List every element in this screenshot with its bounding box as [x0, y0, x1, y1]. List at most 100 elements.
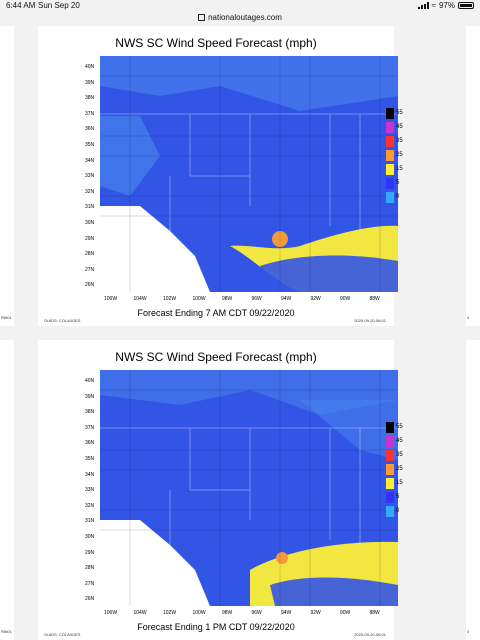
status-time: 6:44 AM [6, 1, 36, 10]
lon-label: 100W [192, 296, 206, 302]
legend-label: 55 [396, 424, 403, 430]
lat-label: 38N [85, 409, 95, 416]
legend-swatch [386, 464, 394, 475]
county-grid [100, 370, 398, 606]
map-caption: Forecast Ending 7 AM CDT 09/22/2020 [137, 308, 295, 318]
light-wind-zone-north [100, 56, 398, 111]
legend-label: 0 [396, 508, 400, 514]
map-caption: Forecast Ending 1 PM CDT 09/22/2020 [137, 622, 295, 632]
lat-label: 33N [85, 173, 95, 180]
legend-label: 45 [396, 124, 403, 130]
legend: 55 45 35 25 15 5 0 [386, 108, 406, 238]
lat-label: 28N [85, 251, 95, 258]
lat-label: 30N [85, 534, 95, 540]
legend-label: 5 [396, 180, 400, 186]
lat-label: 29N [85, 549, 95, 556]
lat-label: 32N [85, 188, 95, 195]
address-bar[interactable]: nationaloutages.com [0, 12, 480, 24]
wind-map-svg [100, 370, 398, 606]
legend-swatch [386, 422, 394, 433]
lon-label: 98W [222, 610, 233, 616]
lon-label: 88W [369, 610, 380, 616]
next-image-strip-2[interactable]: 4 [466, 340, 480, 640]
lon-label: 94W [281, 610, 292, 616]
battery-icon [458, 2, 474, 9]
prev-image-strip-2[interactable]: R6t01 [0, 340, 14, 640]
gulf-blue-zone [270, 577, 398, 606]
forecast-map-1[interactable]: NWS SC Wind Speed Forecast (mph) [38, 26, 403, 326]
lat-label: 30N [85, 220, 95, 226]
map-timestamp: 2020-09-20-06:01 [354, 318, 386, 323]
url-text: nationaloutages.com [208, 13, 282, 22]
storm-orange-zone [276, 552, 288, 564]
mexico-region [100, 520, 210, 606]
legend-swatch [386, 506, 394, 517]
lat-label: 32N [85, 502, 95, 509]
legend-swatch [386, 450, 394, 461]
lon-label: 94W [281, 296, 292, 302]
forecast-map-2[interactable]: NWS SC Wind Speed Forecast (mph) [38, 340, 403, 640]
storm-orange-zone [272, 231, 288, 247]
lat-label: 26N [85, 282, 95, 289]
lon-label: 96W [251, 296, 262, 302]
lat-label: 29N [85, 235, 95, 242]
lat-label: 27N [85, 266, 95, 273]
legend-label: 15 [396, 480, 403, 486]
map-title: NWS SC Wind Speed Forecast (mph) [115, 36, 317, 50]
lat-label: 33N [85, 487, 95, 494]
legend-swatch [386, 178, 394, 189]
next-image-label-2: 4 [467, 629, 470, 634]
mexico-region [100, 206, 210, 292]
county-grid [100, 56, 398, 292]
lon-label: 92W [310, 296, 321, 302]
legend-swatch [386, 164, 394, 175]
lat-label: 37N [85, 110, 95, 117]
lon-label: 102W [163, 296, 177, 302]
signal-icon [417, 2, 429, 9]
gulf-blue-zone [260, 255, 398, 292]
legend-swatch [386, 136, 394, 147]
next-image-strip[interactable]: 4 [466, 26, 480, 326]
light-wind-zone-west [100, 116, 160, 196]
legend-label: 55 [396, 110, 403, 116]
lat-label: 40N [85, 64, 95, 70]
lon-label: 88W [369, 296, 380, 302]
lat-label: 34N [85, 157, 95, 164]
lat-label: 39N [85, 393, 95, 400]
prev-image-strip[interactable]: R6t01 [0, 26, 14, 326]
lat-label: 36N [85, 440, 95, 447]
lat-label: 28N [85, 565, 95, 572]
map-credit: GrADS: COLA/IGES [44, 632, 81, 637]
lat-label: 35N [85, 142, 95, 148]
lon-label: 102W [163, 610, 177, 616]
lat-label: 38N [85, 95, 95, 102]
lat-label: 34N [85, 471, 95, 478]
lat-label: 37N [85, 424, 95, 431]
wind-map-svg [100, 56, 398, 292]
light-wind-zone-east [300, 400, 398, 460]
legend-label: 5 [396, 494, 400, 500]
legend-label: 15 [396, 166, 403, 172]
lat-label: 31N [85, 518, 95, 525]
legend-label: 35 [396, 138, 403, 144]
legend-label: 45 [396, 438, 403, 444]
lon-label: 104W [133, 610, 147, 616]
lon-label: 106W [104, 610, 118, 616]
wifi-icon: ≈ [431, 1, 436, 10]
legend-swatch [386, 122, 394, 133]
map-image [100, 370, 398, 606]
legend-label: 0 [396, 194, 400, 200]
legend-swatch [386, 192, 394, 203]
lat-label: 27N [85, 580, 95, 587]
lon-label: 96W [251, 610, 262, 616]
legend-label: 35 [396, 452, 403, 458]
map-credit: GrADS: COLA/IGES [44, 318, 81, 323]
lat-label: 26N [85, 596, 95, 603]
lon-label: 100W [192, 610, 206, 616]
state-borders [100, 427, 398, 570]
prev-image-label: R6t01 [1, 315, 12, 320]
lat-label: 35N [85, 456, 95, 462]
legend: 55 45 35 25 15 5 0 [386, 422, 406, 552]
map-timestamp: 2020-09-20-06:01 [354, 632, 386, 637]
legend-label: 25 [396, 152, 403, 158]
